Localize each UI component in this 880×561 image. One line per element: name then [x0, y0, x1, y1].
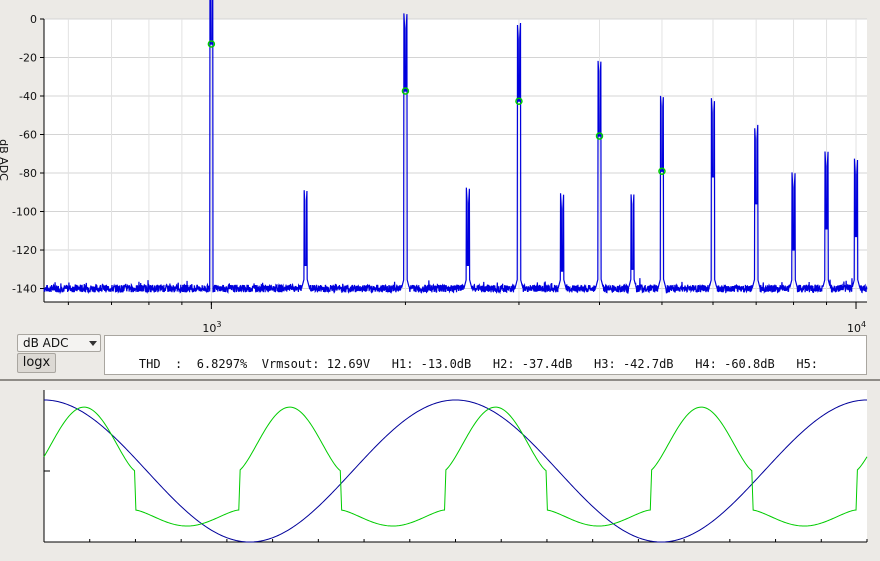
unit-select[interactable]: dB ADC	[17, 334, 101, 352]
waveform-axes	[43, 390, 868, 543]
thd-readout-text: THD : 6.8297% Vrmsout: 12.69V H1: -13.0d…	[138, 357, 819, 371]
logx-button[interactable]: logx	[17, 353, 56, 373]
y-tick-label: -100	[12, 206, 37, 219]
spectrum-plot-area	[44, 19, 867, 302]
thd-readout[interactable]: THD : 6.8297% Vrmsout: 12.69V H1: -13.0d…	[104, 335, 867, 375]
spectrum-grid	[44, 18, 867, 302]
y-tick-label: -140	[12, 283, 37, 296]
waveform-chart[interactable]	[0, 383, 880, 561]
y-tick-label: -120	[12, 244, 37, 257]
spectrum-ylabel: dB ADC	[0, 139, 10, 181]
harmonic-marker	[658, 167, 666, 176]
harmonic-marker	[401, 87, 410, 95]
spectrum-series-line	[43, 0, 868, 295]
y-tick-label: -80	[19, 167, 37, 180]
harmonic-marker	[515, 97, 523, 105]
waveform-plot-area	[44, 390, 867, 542]
pane-splitter[interactable]	[0, 379, 880, 381]
spectrum-axes: 0 -20 -40 -60 -80 -100 -120 -140 103 104	[12, 13, 867, 335]
y-tick-label: -20	[19, 52, 37, 65]
analysis-controls: dB ADC logx THD : 6.8297% Vrmsout: 12.69…	[0, 334, 880, 378]
spectrum-chart[interactable]: 0 -20 -40 -60 -80 -100 -120 -140 103 104 dB ADC	[0, 0, 880, 336]
unit-select-value: dB ADC	[23, 336, 69, 350]
x-tick-label: 103	[202, 320, 221, 335]
harmonic-markers	[207, 40, 666, 176]
y-tick-label: 0	[30, 13, 37, 26]
waveform-series-b	[43, 406, 868, 527]
waveform-series-a	[43, 399, 868, 543]
y-tick-label: -40	[19, 90, 37, 103]
harmonic-marker	[207, 40, 216, 48]
y-tick-label: -60	[19, 129, 37, 142]
chevron-down-icon	[89, 341, 97, 346]
harmonic-marker	[595, 132, 604, 140]
x-tick-label: 104	[847, 320, 866, 335]
